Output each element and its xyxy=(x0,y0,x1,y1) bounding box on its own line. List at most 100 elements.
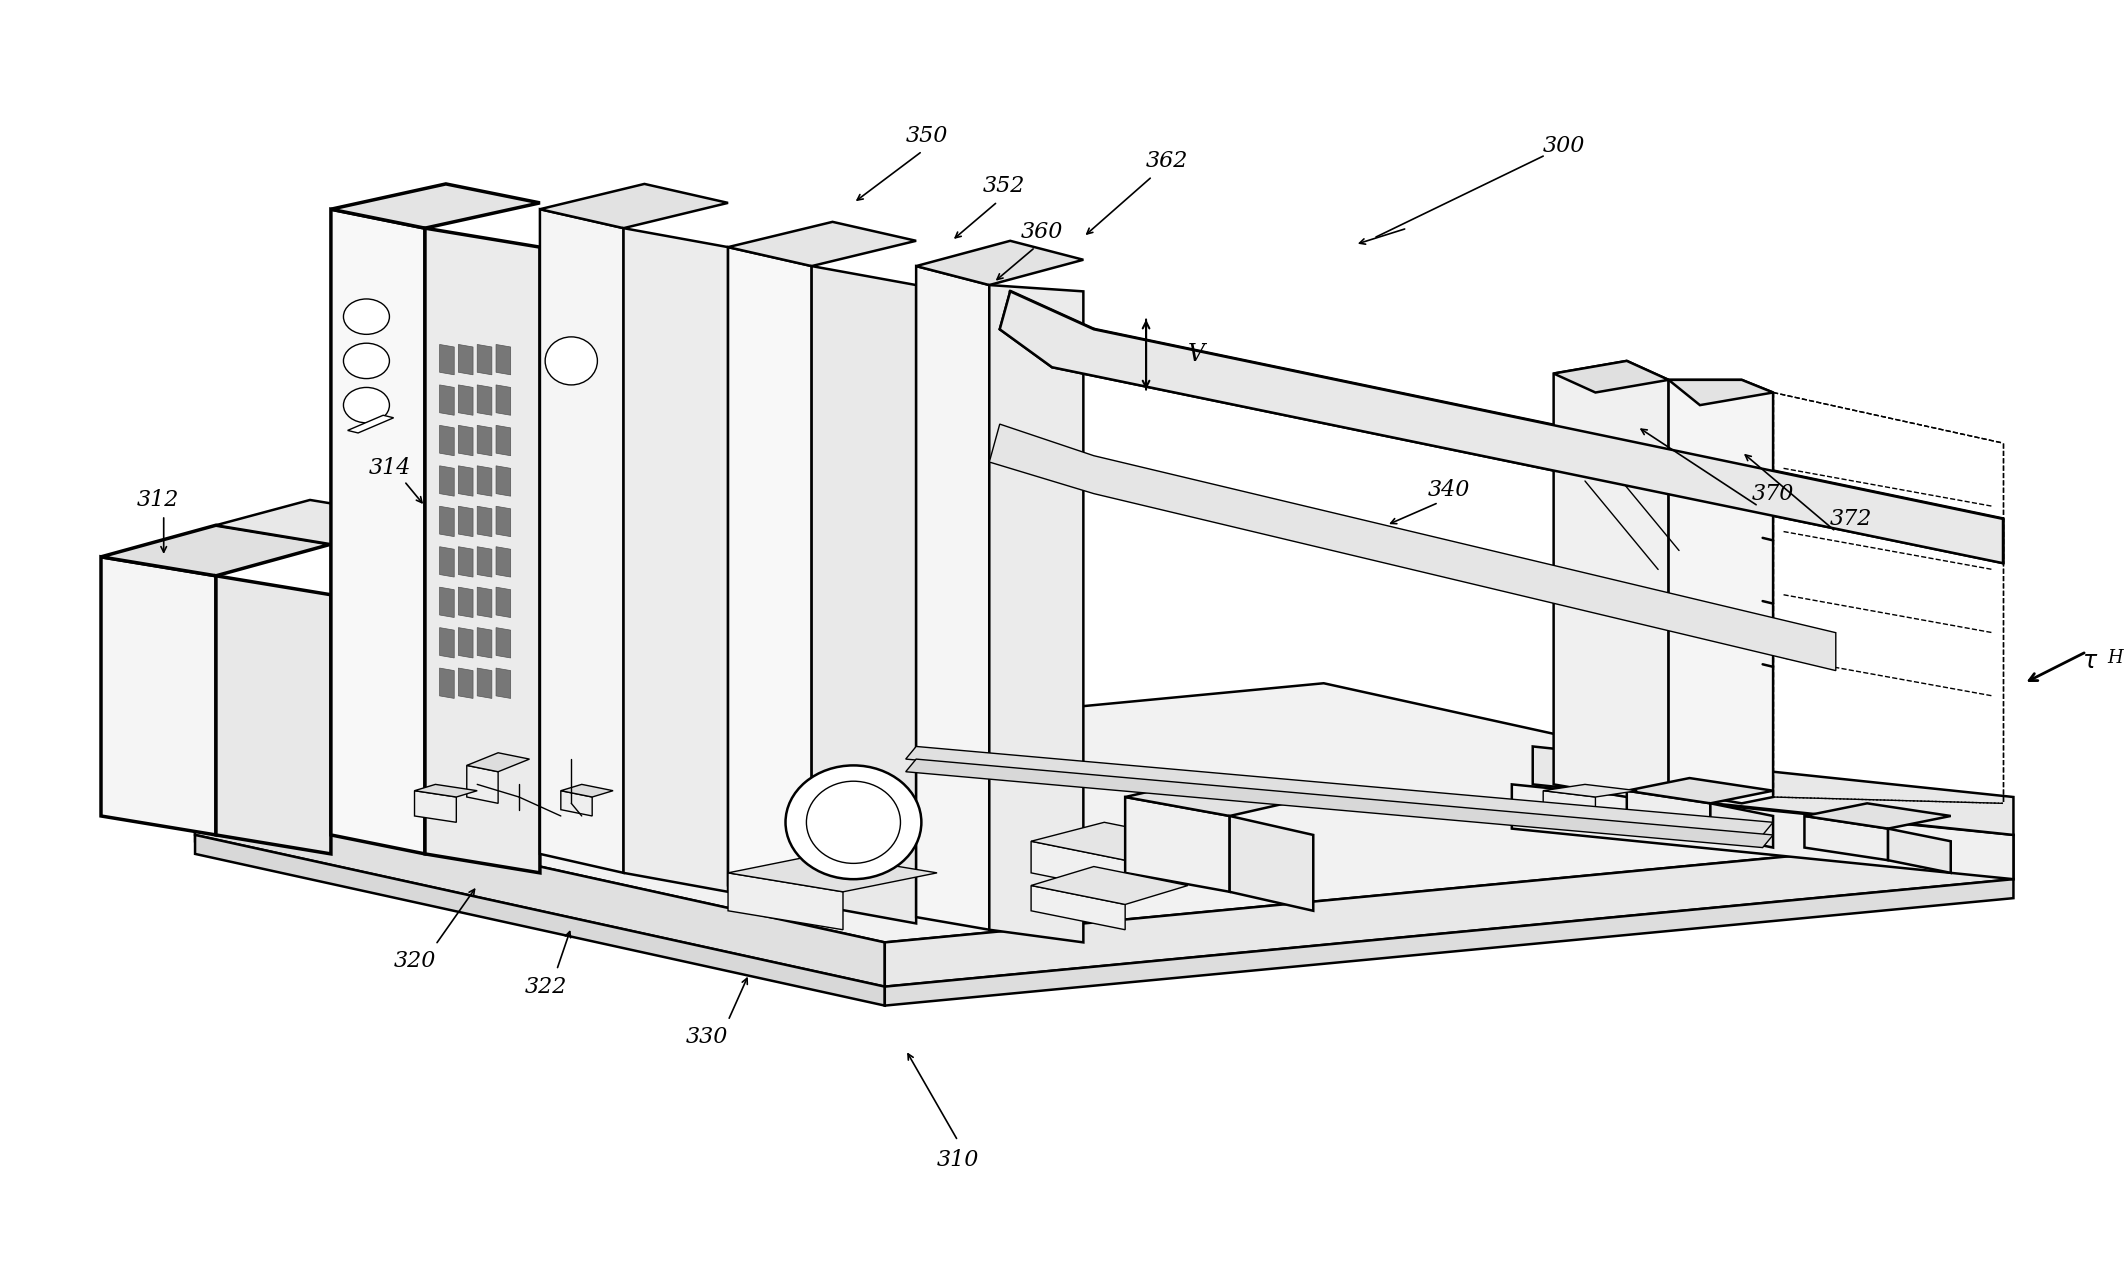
Polygon shape xyxy=(458,547,472,578)
Polygon shape xyxy=(907,746,1773,835)
Polygon shape xyxy=(1126,797,1230,892)
Text: 322: 322 xyxy=(526,975,568,998)
Polygon shape xyxy=(1032,841,1126,892)
Polygon shape xyxy=(1805,815,1888,860)
Text: 320: 320 xyxy=(394,951,436,973)
Polygon shape xyxy=(415,791,455,822)
Polygon shape xyxy=(885,835,2013,987)
Polygon shape xyxy=(496,345,511,374)
Polygon shape xyxy=(990,285,1083,942)
Polygon shape xyxy=(562,791,592,815)
Ellipse shape xyxy=(343,387,389,423)
Polygon shape xyxy=(100,557,215,835)
Polygon shape xyxy=(907,759,1773,847)
Polygon shape xyxy=(496,587,511,617)
Text: 360: 360 xyxy=(1019,221,1062,243)
Polygon shape xyxy=(1000,291,2002,564)
Polygon shape xyxy=(1543,791,1596,822)
Polygon shape xyxy=(477,668,492,698)
Polygon shape xyxy=(477,426,492,456)
Polygon shape xyxy=(1553,360,1668,797)
Text: 300: 300 xyxy=(1543,135,1585,157)
Polygon shape xyxy=(477,465,492,496)
Polygon shape xyxy=(440,506,453,537)
Polygon shape xyxy=(440,426,453,456)
Polygon shape xyxy=(440,385,453,415)
Polygon shape xyxy=(196,797,2002,879)
Polygon shape xyxy=(477,385,492,415)
Text: 372: 372 xyxy=(1830,507,1873,530)
Polygon shape xyxy=(1511,785,2013,879)
Polygon shape xyxy=(496,627,511,658)
Polygon shape xyxy=(215,576,332,854)
Text: 330: 330 xyxy=(685,1026,728,1048)
Polygon shape xyxy=(440,465,453,496)
Polygon shape xyxy=(440,627,453,658)
Polygon shape xyxy=(332,184,541,229)
Polygon shape xyxy=(332,519,426,588)
Polygon shape xyxy=(196,684,2013,942)
Polygon shape xyxy=(100,525,332,576)
Polygon shape xyxy=(477,506,492,537)
Polygon shape xyxy=(466,753,530,772)
Polygon shape xyxy=(415,785,477,797)
Polygon shape xyxy=(440,547,453,578)
Polygon shape xyxy=(458,587,472,617)
Polygon shape xyxy=(215,500,426,544)
Polygon shape xyxy=(458,627,472,658)
Polygon shape xyxy=(458,385,472,415)
Polygon shape xyxy=(196,791,885,987)
Polygon shape xyxy=(541,184,728,229)
Text: 362: 362 xyxy=(1145,151,1187,173)
Polygon shape xyxy=(496,465,511,496)
Polygon shape xyxy=(1888,828,1951,873)
Polygon shape xyxy=(496,547,511,578)
Polygon shape xyxy=(1626,791,1711,835)
Polygon shape xyxy=(990,424,1836,671)
Polygon shape xyxy=(477,345,492,374)
Polygon shape xyxy=(440,668,453,698)
Polygon shape xyxy=(458,465,472,496)
Polygon shape xyxy=(728,247,811,905)
Polygon shape xyxy=(1126,778,1313,815)
Polygon shape xyxy=(496,385,511,415)
Ellipse shape xyxy=(545,337,598,385)
Polygon shape xyxy=(1032,866,1187,905)
Polygon shape xyxy=(624,229,728,892)
Polygon shape xyxy=(917,266,990,930)
Polygon shape xyxy=(458,345,472,374)
Text: 340: 340 xyxy=(1428,479,1470,501)
Polygon shape xyxy=(885,879,2013,1006)
Ellipse shape xyxy=(343,344,389,378)
Polygon shape xyxy=(477,547,492,578)
Polygon shape xyxy=(1668,380,1773,405)
Polygon shape xyxy=(426,229,541,873)
Polygon shape xyxy=(466,766,498,804)
Text: 350: 350 xyxy=(904,125,947,147)
Polygon shape xyxy=(1532,746,2013,835)
Polygon shape xyxy=(196,835,885,1006)
Polygon shape xyxy=(496,506,511,537)
Text: 312: 312 xyxy=(136,489,179,511)
Polygon shape xyxy=(440,345,453,374)
Polygon shape xyxy=(477,627,492,658)
Polygon shape xyxy=(1543,785,1636,797)
Ellipse shape xyxy=(785,766,921,879)
Polygon shape xyxy=(477,587,492,617)
Text: $\tau$: $\tau$ xyxy=(2083,651,2098,674)
Polygon shape xyxy=(458,426,472,456)
Text: 314: 314 xyxy=(368,458,411,479)
Polygon shape xyxy=(1032,886,1126,930)
Polygon shape xyxy=(541,210,624,873)
Polygon shape xyxy=(458,668,472,698)
Polygon shape xyxy=(728,873,843,930)
Polygon shape xyxy=(728,854,936,892)
Polygon shape xyxy=(496,668,511,698)
Polygon shape xyxy=(917,240,1083,285)
Text: V: V xyxy=(1187,343,1204,366)
Text: 310: 310 xyxy=(936,1149,979,1171)
Polygon shape xyxy=(1032,822,1198,860)
Text: 370: 370 xyxy=(1751,483,1794,505)
Polygon shape xyxy=(1805,804,1951,828)
Polygon shape xyxy=(440,587,453,617)
